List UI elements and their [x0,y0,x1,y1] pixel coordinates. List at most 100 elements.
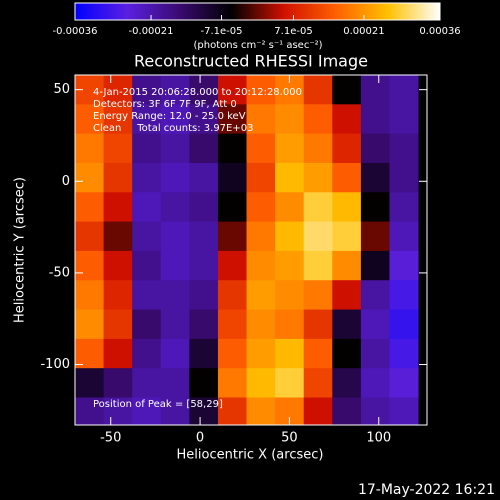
image-cell [132,280,162,311]
image-cell [275,221,305,252]
image-cell [103,75,133,105]
image-cell [132,397,162,425]
image-cell [189,75,219,105]
image-cell [189,104,219,135]
footer-date: 17-May-2022 16:21 [358,482,495,498]
image-cell [360,309,390,340]
image-cell [389,309,419,340]
image-cell [103,133,133,164]
image-cell [332,221,362,252]
image-cell [217,309,248,340]
image-cell [360,338,390,369]
image-cell [246,338,276,369]
image-cell [189,133,219,164]
image-cell [303,75,333,105]
image-cell [389,192,419,223]
image-cell [160,397,190,425]
x-tick-label: -50 [100,431,121,446]
image-cell [160,338,190,369]
image-cell [246,192,276,223]
image-cell [246,75,276,105]
colorbar-tick-label: 0.00021 [343,26,384,37]
annotation: 4-Jan-2015 20:06:28.000 to 20:12:28.000 [93,87,302,98]
image-cell [332,338,362,369]
image-cell [189,309,219,340]
image-cell [217,368,248,399]
image-cell [303,280,333,311]
image-cell [189,162,219,193]
image-cell [189,397,219,425]
image-cell [303,104,333,135]
image-cell [360,75,390,105]
image-cell [246,133,276,164]
image-cell [217,338,248,369]
image-cell [275,162,305,193]
image-cell [389,221,419,252]
peak-annotation: Position of Peak = [58,29] [93,399,223,410]
image-cell [360,250,390,281]
image-cell [389,368,419,399]
image-cell [217,75,248,105]
image-cell [75,192,105,223]
image-cell [275,104,305,135]
image-cell [160,75,190,105]
image-cell [332,250,362,281]
image-cell [332,162,362,193]
image-cell [160,133,190,164]
image-cell [132,309,162,340]
image-cell [246,104,276,135]
image-cell [303,338,333,369]
image-cell [246,162,276,193]
image-cell [103,280,133,311]
image-cell [132,133,162,164]
image-cell [332,75,362,105]
image-cell [189,221,219,252]
y-tick-label: 0 [62,174,70,189]
plot-frame [74,74,428,426]
image-cell [217,192,248,223]
image-cell [217,133,248,164]
colorbar-tick-label: -7.1e-05 [201,26,243,37]
y-tick-label: -50 [49,265,70,280]
colorbar-tick-label: 7.1e-05 [274,26,312,37]
image-cell [332,192,362,223]
image-cell [303,397,333,425]
image-cell [75,397,105,425]
image-cell [389,75,419,105]
y-tick-label: -100 [40,357,70,372]
image-cell [332,133,362,164]
image-cell [332,368,362,399]
image-cell [75,133,105,164]
image-cell [217,162,248,193]
image-cell [303,250,333,281]
image-cell [217,280,248,311]
x-axis-label: Heliocentric X (arcsec) [177,448,324,463]
x-tick-label: 100 [366,431,391,446]
image-cell [160,368,190,399]
image-cell [217,250,248,281]
image-cell [275,338,305,369]
image-cell [189,338,219,369]
image-cell [275,309,305,340]
image-cell [275,192,305,223]
image-cell [75,221,105,252]
image-cell [160,250,190,281]
image-cell [160,162,190,193]
image-cell [103,250,133,281]
image-cell [332,104,362,135]
image-cell [132,250,162,281]
image-cell [275,250,305,281]
annotation: Clean Total counts: 3.97E+03 [93,123,253,134]
x-tick-label: 0 [196,431,204,446]
image-cell [389,104,419,135]
image-cell [246,250,276,281]
image-cell [389,133,419,164]
image-cell [360,397,390,425]
image-cell [103,338,133,369]
image-cell [275,133,305,164]
image-cell [132,192,162,223]
image-cell [332,309,362,340]
image-cell [360,221,390,252]
colorbar-tick-label: 0.00036 [419,26,460,37]
image-cell [246,368,276,399]
